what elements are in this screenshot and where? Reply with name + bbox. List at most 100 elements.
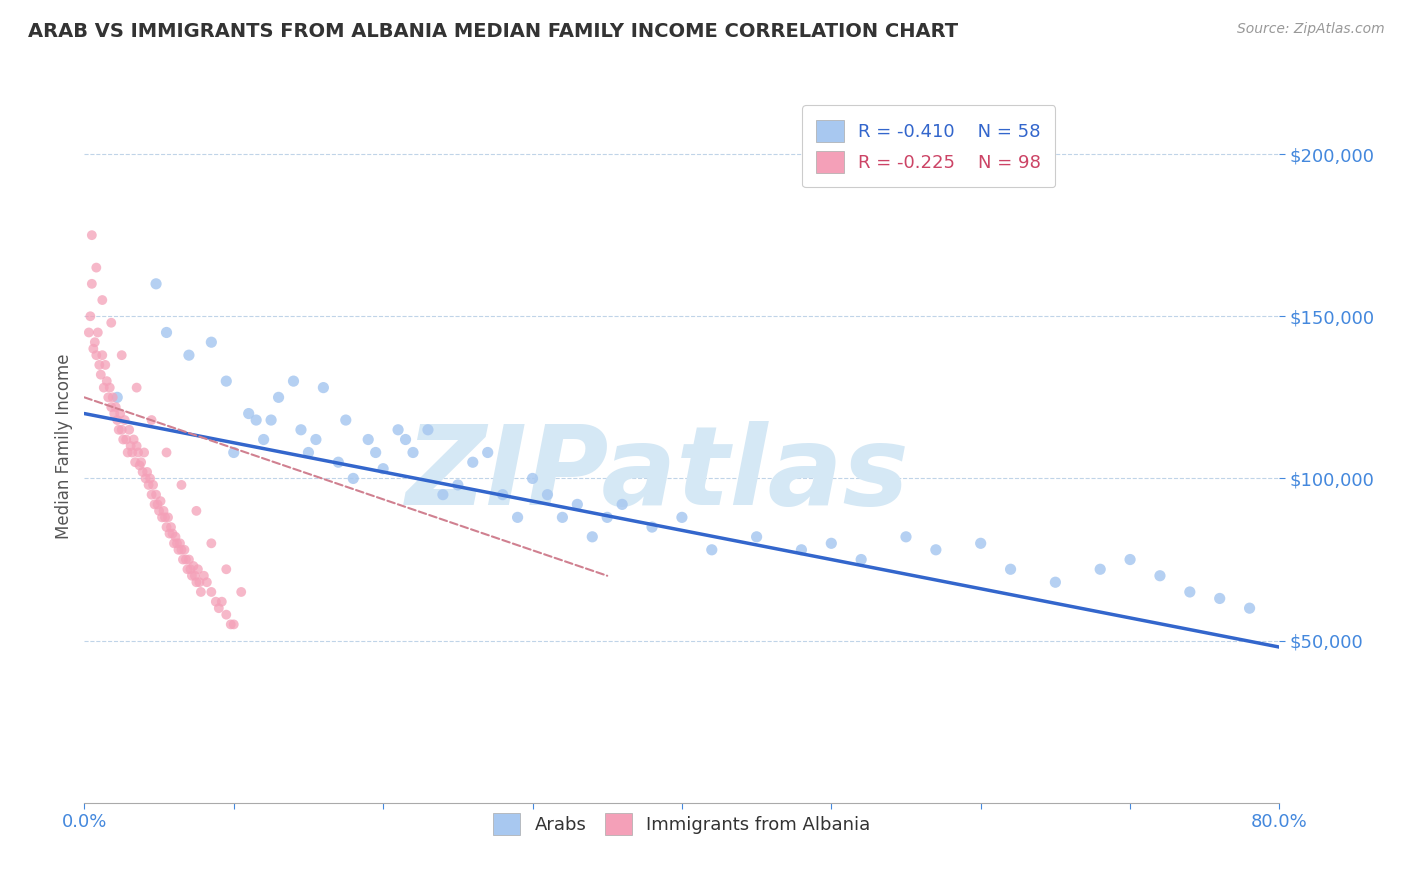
- Point: [208, 601, 231, 615]
- Point: [394, 433, 416, 447]
- Point: [155, 326, 177, 340]
- Point: [219, 617, 242, 632]
- Point: [77, 326, 100, 340]
- Y-axis label: Median Family Income: Median Family Income: [55, 353, 73, 539]
- Point: [477, 445, 499, 459]
- Point: [83, 335, 105, 350]
- Point: [447, 478, 470, 492]
- Point: [110, 407, 132, 421]
- Point: [159, 526, 181, 541]
- Point: [551, 510, 574, 524]
- Point: [179, 562, 201, 576]
- Point: [114, 413, 136, 427]
- Point: [96, 374, 118, 388]
- Point: [143, 497, 166, 511]
- Point: [166, 536, 188, 550]
- Point: [200, 536, 222, 550]
- Point: [187, 562, 209, 576]
- Point: [117, 445, 139, 459]
- Point: [169, 536, 191, 550]
- Point: [222, 445, 245, 459]
- Point: [165, 530, 187, 544]
- Point: [186, 504, 208, 518]
- Point: [177, 348, 200, 362]
- Point: [86, 260, 108, 275]
- Point: [125, 381, 148, 395]
- Point: [700, 542, 723, 557]
- Point: [1178, 585, 1201, 599]
- Point: [160, 520, 183, 534]
- Point: [820, 536, 842, 550]
- Point: [135, 471, 157, 485]
- Point: [342, 471, 364, 485]
- Point: [125, 439, 148, 453]
- Point: [267, 390, 290, 404]
- Point: [641, 520, 664, 534]
- Point: [121, 445, 143, 459]
- Point: [86, 348, 108, 362]
- Point: [157, 510, 180, 524]
- Point: [1045, 575, 1067, 590]
- Point: [260, 413, 283, 427]
- Point: [200, 585, 222, 599]
- Point: [567, 497, 589, 511]
- Point: [170, 542, 193, 557]
- Point: [172, 552, 194, 566]
- Point: [104, 400, 127, 414]
- Point: [148, 504, 170, 518]
- Point: [283, 374, 305, 388]
- Text: Source: ZipAtlas.com: Source: ZipAtlas.com: [1237, 22, 1385, 37]
- Point: [105, 390, 128, 404]
- Point: [111, 348, 134, 362]
- Point: [145, 488, 167, 502]
- Point: [186, 575, 208, 590]
- Point: [387, 423, 409, 437]
- Point: [101, 390, 124, 404]
- Point: [211, 595, 233, 609]
- Point: [128, 458, 150, 473]
- Point: [193, 568, 215, 582]
- Point: [89, 358, 111, 372]
- Point: [155, 520, 177, 534]
- Point: [790, 542, 813, 557]
- Point: [183, 559, 205, 574]
- Point: [112, 433, 135, 447]
- Point: [142, 478, 165, 492]
- Point: [205, 595, 228, 609]
- Point: [93, 381, 115, 395]
- Point: [596, 510, 619, 524]
- Point: [181, 568, 204, 582]
- Text: ZIPatlas: ZIPatlas: [406, 421, 910, 528]
- Point: [432, 488, 454, 502]
- Point: [173, 542, 195, 557]
- Point: [124, 455, 146, 469]
- Point: [118, 423, 141, 437]
- Point: [290, 423, 312, 437]
- Point: [328, 455, 350, 469]
- Point: [253, 433, 276, 447]
- Point: [111, 423, 134, 437]
- Point: [416, 423, 439, 437]
- Point: [105, 413, 128, 427]
- Point: [139, 471, 162, 485]
- Point: [149, 494, 172, 508]
- Point: [153, 510, 176, 524]
- Point: [146, 497, 169, 511]
- Point: [190, 585, 212, 599]
- Point: [188, 575, 211, 590]
- Point: [970, 536, 993, 550]
- Point: [100, 400, 122, 414]
- Point: [522, 471, 544, 485]
- Point: [90, 368, 112, 382]
- Point: [162, 526, 184, 541]
- Point: [94, 358, 117, 372]
- Point: [222, 617, 245, 632]
- Point: [82, 342, 104, 356]
- Point: [461, 455, 484, 469]
- Point: [925, 542, 948, 557]
- Point: [120, 439, 142, 453]
- Point: [612, 497, 634, 511]
- Point: [80, 277, 103, 291]
- Legend: Arabs, Immigrants from Albania: Arabs, Immigrants from Albania: [484, 804, 880, 844]
- Point: [155, 445, 177, 459]
